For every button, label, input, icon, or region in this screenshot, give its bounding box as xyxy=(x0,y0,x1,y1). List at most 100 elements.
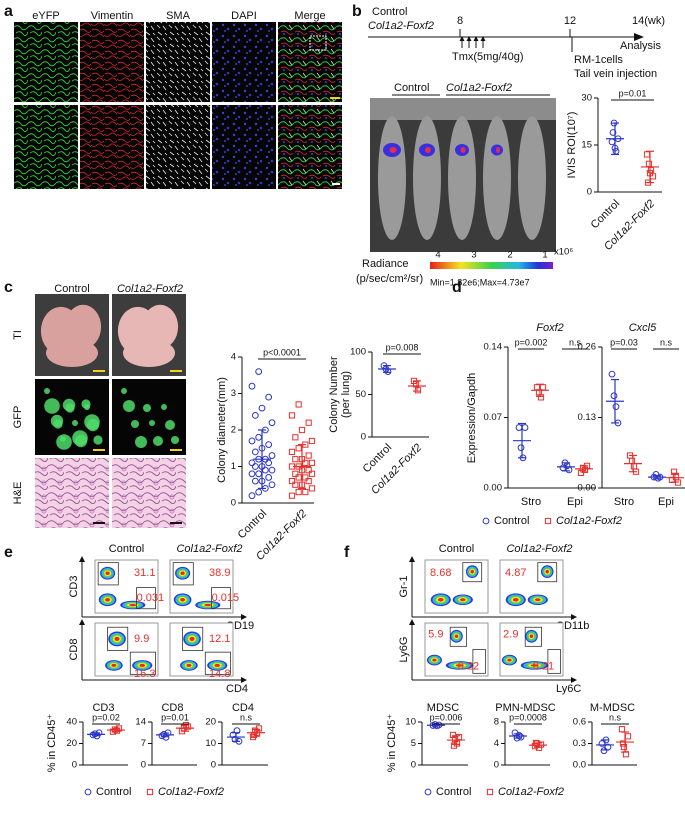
ivis-top xyxy=(370,98,556,120)
data-point xyxy=(251,477,259,485)
gfp-colony xyxy=(161,404,167,410)
data-point xyxy=(288,448,296,455)
data-point xyxy=(265,474,273,481)
gate xyxy=(97,562,119,586)
data-point xyxy=(618,726,626,733)
label: CD8 xyxy=(68,638,80,660)
y-tick-label: 0.0 xyxy=(573,760,586,771)
label: Foxf2 xyxy=(536,322,564,334)
gfp-colony xyxy=(44,398,60,414)
label: x10⁶ xyxy=(554,247,573,258)
data-point xyxy=(295,401,302,408)
y-tick-label: 0 xyxy=(231,498,236,509)
data-point xyxy=(449,731,457,738)
y-tick-label: 8 xyxy=(494,717,499,728)
label: Min=1.82e6;Max=4.73e7 xyxy=(430,277,530,287)
label: Gr-1 xyxy=(398,576,410,598)
gfp-colony xyxy=(93,435,103,445)
flow-density xyxy=(111,663,117,667)
flow-density xyxy=(455,664,464,667)
data-point xyxy=(643,151,651,158)
flow-density xyxy=(470,569,475,574)
label: Analysis xyxy=(620,40,661,52)
legend-marker xyxy=(424,788,432,796)
label: Control xyxy=(589,198,623,232)
data-point xyxy=(255,368,263,376)
y-tick-label: 0.6 xyxy=(573,717,586,728)
legend-marker xyxy=(482,517,490,525)
label: Control xyxy=(439,543,474,555)
panel-label: e xyxy=(4,544,13,561)
gate xyxy=(547,649,561,674)
data-point xyxy=(288,412,296,419)
data-point xyxy=(251,448,259,456)
label: eYFP xyxy=(32,10,60,22)
label: Col1a2-Foxf2 xyxy=(556,515,622,527)
flow-density xyxy=(454,634,459,639)
data-point xyxy=(608,138,616,146)
label: 0.031 xyxy=(137,592,165,604)
y-tick-label: 0.00 xyxy=(484,483,503,494)
flow-density xyxy=(214,663,221,667)
label: Col1a2-Foxf2 xyxy=(158,786,224,798)
label: 4 xyxy=(435,250,440,261)
flow-density xyxy=(139,663,146,667)
label: Control xyxy=(436,786,471,798)
data-point xyxy=(255,470,263,478)
data-point xyxy=(265,459,273,467)
label: Col1a2-Foxf2 xyxy=(368,20,434,32)
data-point xyxy=(268,466,276,474)
gfp-colony xyxy=(149,420,155,426)
label: p=0.01 xyxy=(161,712,189,722)
lung xyxy=(142,304,179,349)
data-point xyxy=(537,394,545,401)
label: n.s xyxy=(660,337,673,347)
data-point xyxy=(255,488,263,496)
arrow-head xyxy=(480,36,486,41)
gfp-colony xyxy=(60,436,66,442)
label: Control xyxy=(372,6,407,18)
label: CD8 xyxy=(161,702,183,714)
he-section xyxy=(112,458,186,528)
y-tick-label: 4 xyxy=(231,352,236,363)
y-tick-label: 3 xyxy=(231,388,236,399)
data-point xyxy=(630,463,638,470)
signal-core xyxy=(496,147,500,153)
y-tick-label: 50 xyxy=(355,389,366,400)
label: 0.015 xyxy=(212,592,240,604)
label: CD4 xyxy=(226,683,248,695)
y-tick-label: 0 xyxy=(141,760,146,771)
data-point xyxy=(515,424,523,431)
flow-density xyxy=(534,598,541,602)
mouse xyxy=(483,116,511,240)
mouse xyxy=(448,116,476,240)
data-point xyxy=(414,387,422,394)
gfp-colony xyxy=(123,400,135,412)
arrow-head xyxy=(241,614,247,620)
label: n.s xyxy=(569,337,582,347)
label: 4.87 xyxy=(505,567,526,579)
data-point xyxy=(298,426,306,434)
label: Col1a2-Foxf2 xyxy=(498,786,564,798)
gate xyxy=(136,587,156,610)
label: 14.8 xyxy=(209,668,230,680)
data-point xyxy=(248,459,256,467)
data-point xyxy=(539,384,547,391)
label: 3 xyxy=(471,250,476,261)
micrograph-zoom xyxy=(146,105,210,189)
label: % in CD45⁺ xyxy=(46,714,58,773)
gfp-colony xyxy=(72,420,78,426)
label: p=0.01 xyxy=(619,88,647,98)
label: 1 xyxy=(542,250,547,261)
y-tick-label: 0 xyxy=(211,760,216,771)
y-tick-label: 30 xyxy=(581,93,592,104)
label: CD4 xyxy=(232,702,254,714)
y-tick-label: 4 xyxy=(494,738,499,749)
data-point xyxy=(292,434,299,441)
gate xyxy=(449,626,467,647)
label: 12 xyxy=(564,15,576,27)
data-point xyxy=(292,481,299,488)
data-point xyxy=(308,437,316,445)
data-point xyxy=(608,370,616,378)
data-point xyxy=(619,740,627,747)
